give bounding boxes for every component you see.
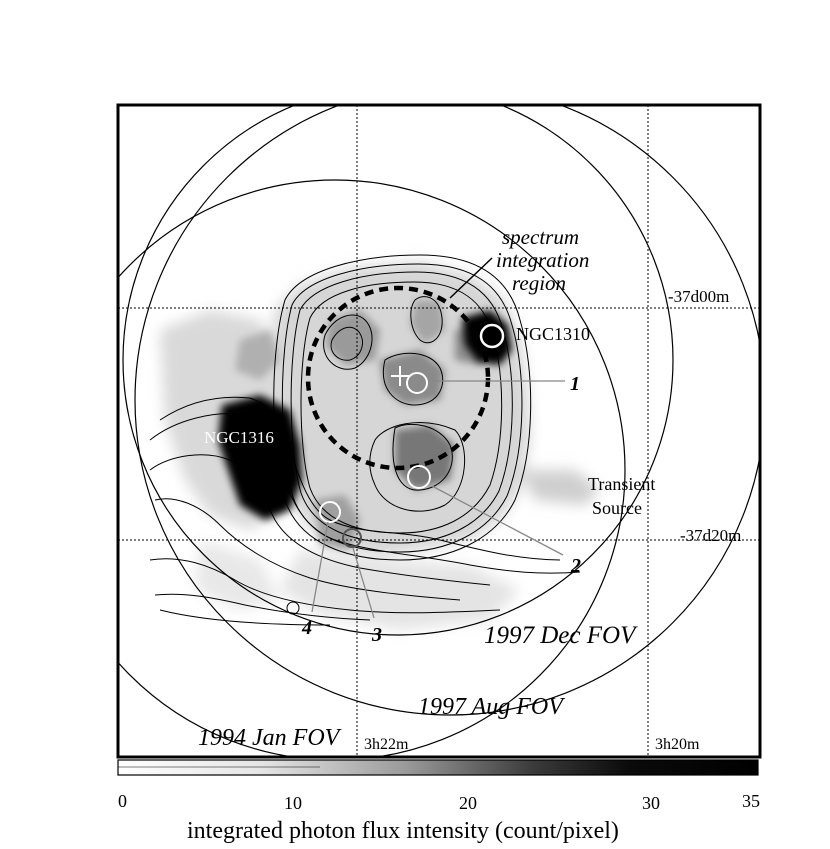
colorbar-title: integrated photon flux intensity (count/… <box>187 818 619 844</box>
region-label-1: spectrum <box>502 225 579 249</box>
fov-1997-dec-label: 1997 Dec FOV <box>484 622 638 649</box>
region-label-2: integration <box>496 248 589 272</box>
intensity-image <box>160 262 600 630</box>
transient-label-1: Transient <box>588 474 655 494</box>
fov-1997-aug-circle <box>134 105 760 716</box>
colorbar-tick-35: 35 <box>742 791 760 811</box>
region-label-3: region <box>512 271 566 295</box>
source-1-marker <box>406 372 428 394</box>
ngc1316-label: NGC1316 <box>204 428 274 447</box>
colorbar: 0 10 20 30 35 integrated photon flux int… <box>117 759 760 844</box>
dec-label-mid: -37d20m <box>680 526 741 545</box>
ngc1310-label: NGC1310 <box>516 324 590 344</box>
transient-label-2: Source <box>592 498 642 518</box>
ra-label-right: 3h20m <box>655 736 700 753</box>
region-pointer-line <box>449 257 493 299</box>
brightness-contours <box>149 254 581 626</box>
fov-1994-jan-circle <box>118 179 626 757</box>
source-3-label: 3 <box>371 624 382 646</box>
source-3-marker <box>342 528 362 548</box>
dec-label-top: -37d00m <box>668 287 729 306</box>
spectrum-integration-region <box>305 285 491 471</box>
center-cross-icon <box>391 366 409 386</box>
source-4-marker <box>319 501 341 523</box>
colorbar-tick-30: 30 <box>642 793 660 813</box>
fov-1994-jan-label: 1994 Jan FOV <box>198 725 342 751</box>
source-2-label: 2 <box>570 555 581 577</box>
colorbar-tick-20: 20 <box>459 793 477 813</box>
fov-circles <box>118 105 760 757</box>
fov-1997-aug-label: 1997 Aug FOV <box>418 694 565 720</box>
map-labels: spectrum integration region -37d00m -37d… <box>198 225 741 753</box>
colorbar-tick-0: 0 <box>118 791 127 811</box>
ra-label-left: 3h22m <box>364 736 409 753</box>
source-4-label: 4 <box>301 617 312 639</box>
source-markers <box>319 323 505 548</box>
colorbar-tick-10: 10 <box>284 793 302 813</box>
source-1-label: 1 <box>570 373 580 395</box>
fov-1997-dec-circle <box>122 105 674 636</box>
ngc1310-marker <box>479 323 505 349</box>
source-2-marker <box>407 465 431 489</box>
leader-lines <box>311 380 565 619</box>
